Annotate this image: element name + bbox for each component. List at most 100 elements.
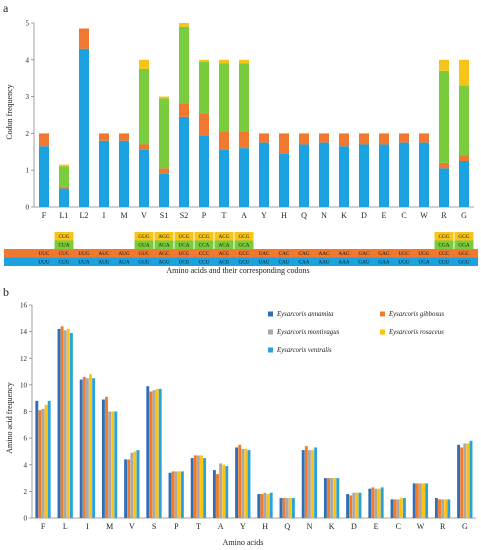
panel-b-bar xyxy=(47,400,51,518)
panel-a-bar-segment xyxy=(259,133,269,143)
panel-b-bar xyxy=(212,470,216,518)
panel-a-bar-segment xyxy=(119,140,129,207)
codon-label: GGG xyxy=(458,234,469,240)
panel-b-bar xyxy=(247,450,251,518)
panel-a-bar-segment xyxy=(319,133,329,143)
codon-label: GGU xyxy=(458,260,469,266)
panel-b-bar xyxy=(82,376,86,518)
panel-b-bar xyxy=(66,328,70,518)
panel-b-bar xyxy=(336,478,340,518)
codon-label: AUC xyxy=(99,251,110,257)
codon-cell-bg xyxy=(54,240,74,249)
codon-label: GAC xyxy=(359,251,370,257)
panel-b-bar xyxy=(63,330,67,518)
panel-b-category-label: P xyxy=(174,522,179,531)
panel-b-bar xyxy=(279,498,283,518)
codon-cell-bg xyxy=(434,240,454,249)
panel-a-category-label: V xyxy=(141,211,147,220)
codon-label: CUU xyxy=(59,260,70,266)
panel-b-bar xyxy=(434,498,438,518)
panel-a-bar-segment xyxy=(79,28,89,49)
codon-label: CCU xyxy=(199,260,210,266)
panel-b-bar xyxy=(390,499,394,518)
panel-a-bar-segment xyxy=(379,144,389,207)
panel-a-bar-segment xyxy=(139,144,149,150)
panel-b-bar xyxy=(269,492,273,518)
panel-a-bar-segment xyxy=(459,155,469,161)
panel-b-bar xyxy=(412,483,416,518)
panel-a-y-tick-label: 5 xyxy=(26,20,30,28)
panel-b-bar xyxy=(57,328,61,518)
legend-label: Eysarcoris annamita xyxy=(276,311,334,318)
panel-a-bar-segment xyxy=(99,133,109,141)
codon-label: GCU xyxy=(239,260,250,266)
panel-b-bar xyxy=(105,396,108,518)
panel-b-chart: 0 2 4 6 8 10 12 14 16 F L I M V S P T A Y H Q N K D E C W R G xyxy=(20,302,476,531)
legend-swatch xyxy=(268,329,273,335)
codon-label: CGU xyxy=(439,260,450,266)
panel-a-category-label: R xyxy=(441,211,447,220)
codon-cell-bg xyxy=(194,232,214,241)
codon-row-band xyxy=(4,257,478,266)
panel-b-bar xyxy=(466,443,470,518)
panel-a-bar-segment xyxy=(299,144,309,207)
panel-b-bar xyxy=(441,499,445,518)
panel-a-codon-table: UUU UUC CUU CUC CUA CUG UUA UUG AUU AUC AUA AUG GUU G… xyxy=(4,232,478,266)
panel-a-bar-segment xyxy=(199,135,209,207)
panel-b-bar xyxy=(377,488,381,518)
codon-cell-bg xyxy=(194,240,214,249)
panel-a-bar-segment xyxy=(339,146,349,207)
legend-swatch xyxy=(380,311,385,317)
panel-b-bar xyxy=(108,411,112,518)
panel-a-bar-segment xyxy=(219,63,229,132)
panel-b-bar xyxy=(174,471,178,518)
panel-a-y-tick-label: 1 xyxy=(26,167,30,175)
panel-b-bar xyxy=(216,474,219,518)
panel-b-bar xyxy=(219,463,223,518)
codon-label: UGA xyxy=(418,260,429,266)
panel-a-x-axis-title: Amino acids and their corresponding codo… xyxy=(166,266,309,275)
panel-b-bar xyxy=(260,494,264,518)
panel-b-y-tick-label: 14 xyxy=(20,328,28,336)
codon-cell-bg xyxy=(454,240,474,249)
panel-a-bar-segment xyxy=(39,133,49,147)
panel-b-bar xyxy=(44,404,48,518)
codon-label: CAU xyxy=(279,260,290,266)
panel-a-bar-segment xyxy=(59,186,69,189)
panel-a-category-label: N xyxy=(321,211,327,220)
codon-label: CCC xyxy=(199,251,210,257)
panel-b-category-label: L xyxy=(63,522,68,531)
codon-label: GCA xyxy=(239,243,250,249)
panel-a-chart: 0 1 2 3 4 5 F L1 L2 I M V S1 S2 P T A Y H Q N K D E C W R G xyxy=(26,20,474,220)
legend-label: Eysarcoris montivagus xyxy=(276,329,340,336)
panel-a-bar-segment xyxy=(279,133,289,154)
panel-b-category-label: S xyxy=(152,522,156,531)
panel-a-bar-segment xyxy=(199,59,209,62)
panel-b-bar xyxy=(349,495,353,518)
panel-a-bar-segment xyxy=(359,133,369,145)
panel-a-bar-segment xyxy=(159,96,169,99)
panel-b-bar xyxy=(402,498,406,518)
panel-a-bar-segment xyxy=(439,168,449,207)
panel-b-bar xyxy=(327,478,330,518)
panel-b-category-label: F xyxy=(41,522,46,531)
panel-a-bar-segment xyxy=(59,188,69,207)
codon-label: UGU xyxy=(398,260,409,266)
panel-b-y-tick-label: 2 xyxy=(24,488,28,496)
codon-cell-bg xyxy=(234,240,254,249)
panel-b-legend: Eysarcoris annamita Eysarcoris gibbosus Ey… xyxy=(268,311,444,354)
panel-b-bar xyxy=(422,483,425,518)
codon-label: AAA xyxy=(338,260,349,266)
panel-a-category-label: E xyxy=(382,211,387,220)
panel-b-category-label: T xyxy=(196,522,201,531)
panel-a-bar-segment xyxy=(259,142,269,207)
panel-a-category-label: C xyxy=(401,211,406,220)
panel-b-bar xyxy=(79,379,83,518)
panel-b-bar xyxy=(225,466,229,518)
codon-label: CGA xyxy=(439,243,450,249)
legend-label: Eysarcoris ventralis xyxy=(276,347,332,354)
panel-a-bar-segment xyxy=(219,131,229,150)
panel-b-bar xyxy=(415,483,419,518)
codon-label: UUC xyxy=(39,251,50,257)
